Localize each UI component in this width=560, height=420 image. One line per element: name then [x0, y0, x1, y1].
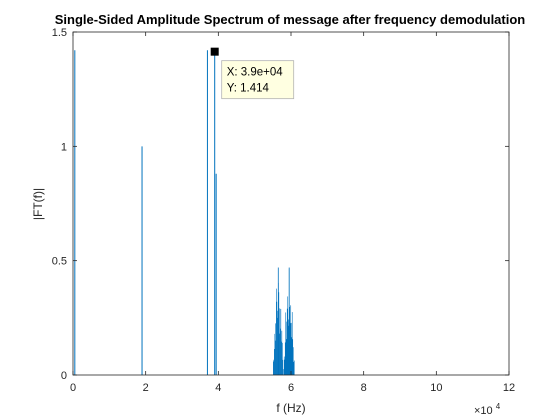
datatip-marker[interactable]	[210, 47, 219, 56]
x-axis-exponent: ×10 4	[474, 402, 501, 417]
datatip-box	[221, 60, 295, 100]
y-axis-ticks: 0 0.5 1 1.5	[52, 27, 509, 382]
x-axis-exponent-power: 4	[496, 402, 501, 411]
spectrum-band	[273, 267, 284, 375]
datatip-y-text: Y: 1.414	[227, 83, 270, 95]
y-tick-label: 0.5	[52, 256, 67, 268]
y-tick-label: 1.5	[52, 27, 67, 39]
x-tick-label: 4	[215, 382, 221, 394]
x-axis-label: f (Hz)	[276, 401, 305, 415]
x-tick-label: 0	[70, 382, 76, 394]
x-tick-label: 2	[143, 382, 149, 394]
x-tick-label: 8	[361, 382, 367, 394]
spectrum-layer	[74, 50, 295, 375]
datatip[interactable]: X: 3.9e+04 Y: 1.414	[210, 47, 295, 100]
x-axis-ticks: 0 2 4 6 8 10 12	[70, 32, 515, 394]
x-tick-label: 12	[503, 382, 515, 394]
y-tick-label: 1	[61, 141, 67, 153]
x-axis-exponent-base: ×10	[474, 405, 493, 417]
y-tick-label: 0	[61, 370, 67, 382]
y-axis-label: |FT(f)|	[31, 188, 45, 220]
chart-title: Single-Sided Amplitude Spectrum of messa…	[55, 12, 526, 27]
x-tick-label: 6	[288, 382, 294, 394]
x-tick-label: 10	[430, 382, 442, 394]
spectrum-band	[283, 267, 295, 375]
datatip-x-text: X: 3.9e+04	[227, 67, 284, 79]
